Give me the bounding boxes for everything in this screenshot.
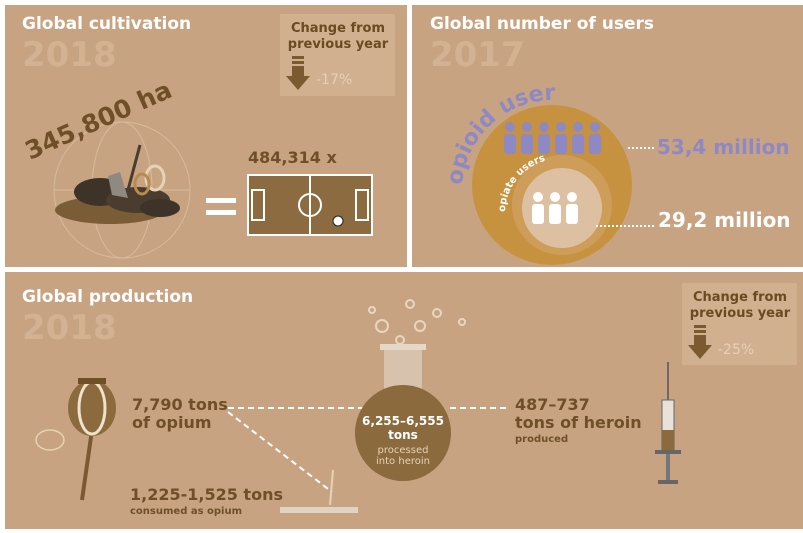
title: Global number of users (430, 14, 654, 34)
change-value: -17% (316, 72, 352, 88)
equals (206, 198, 236, 203)
year: 2017 (430, 35, 525, 75)
change-value: -25% (718, 342, 754, 358)
infographic: Global cultivation 2018 Change from prev… (0, 0, 803, 533)
football-fields: 484,314 x (248, 148, 337, 167)
change-label: Change from (291, 21, 385, 36)
processed: tons (388, 428, 418, 442)
opioid-count: 53,4 million (657, 135, 790, 159)
consumed: 1,225-1,525 tons (130, 485, 283, 504)
change-label: previous year (690, 306, 791, 321)
equals (206, 210, 236, 215)
opium: 7,790 tons (132, 395, 228, 414)
football-field (248, 175, 372, 235)
heroin: 487–737 (515, 395, 590, 414)
year: 2018 (22, 35, 117, 75)
opium: of opium (132, 413, 212, 432)
heroin: tons of heroin (515, 413, 642, 432)
change-label: previous year (288, 37, 389, 52)
title: Global production (22, 287, 193, 307)
year: 2018 (22, 308, 117, 348)
title: Global cultivation (22, 14, 191, 34)
consumed: consumed as opium (130, 506, 242, 517)
opiate-people (532, 192, 578, 224)
processed: into heroin (376, 456, 430, 467)
processed: 6,255–6,555 (362, 414, 444, 428)
change-label: Change from (693, 290, 787, 305)
processed: processed (378, 445, 429, 456)
heroin: produced (515, 434, 568, 445)
opiate-count: 29,2 million (658, 208, 791, 232)
